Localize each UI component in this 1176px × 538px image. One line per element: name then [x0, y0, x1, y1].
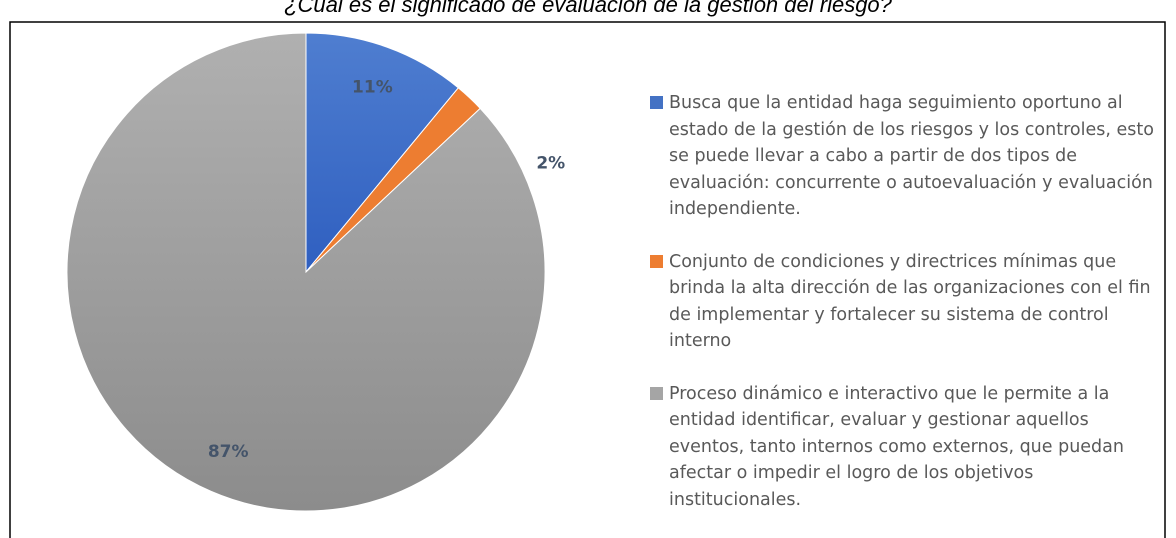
data-label: 87% [208, 442, 249, 462]
legend-swatch [650, 254, 663, 268]
pie-slice [305, 32, 460, 274]
legend-entry: Busca que la entidad haga seguimiento op… [650, 90, 1160, 223]
frame [9, 21, 1166, 538]
data-label: 11% [352, 78, 393, 98]
legend-text: Conjunto de condiciones y directrices mí… [669, 251, 1151, 352]
pie-slice [66, 32, 546, 512]
legend: Busca que la entidad haga seguimiento op… [650, 90, 1160, 513]
legend-text: Busca que la entidad haga seguimiento op… [669, 93, 1154, 219]
legend-swatch [650, 386, 663, 400]
chart-title: ¿Cuál es el significado de evaluación de… [284, 0, 893, 17]
legend-entry: Proceso dinámico e interactivo que le pe… [650, 381, 1160, 514]
legend-text: Proceso dinámico e interactivo que le pe… [669, 383, 1124, 510]
legend-entry: Conjunto de condiciones y directrices mí… [650, 249, 1160, 355]
data-label: 2% [536, 154, 565, 174]
legend-swatch [650, 96, 663, 109]
